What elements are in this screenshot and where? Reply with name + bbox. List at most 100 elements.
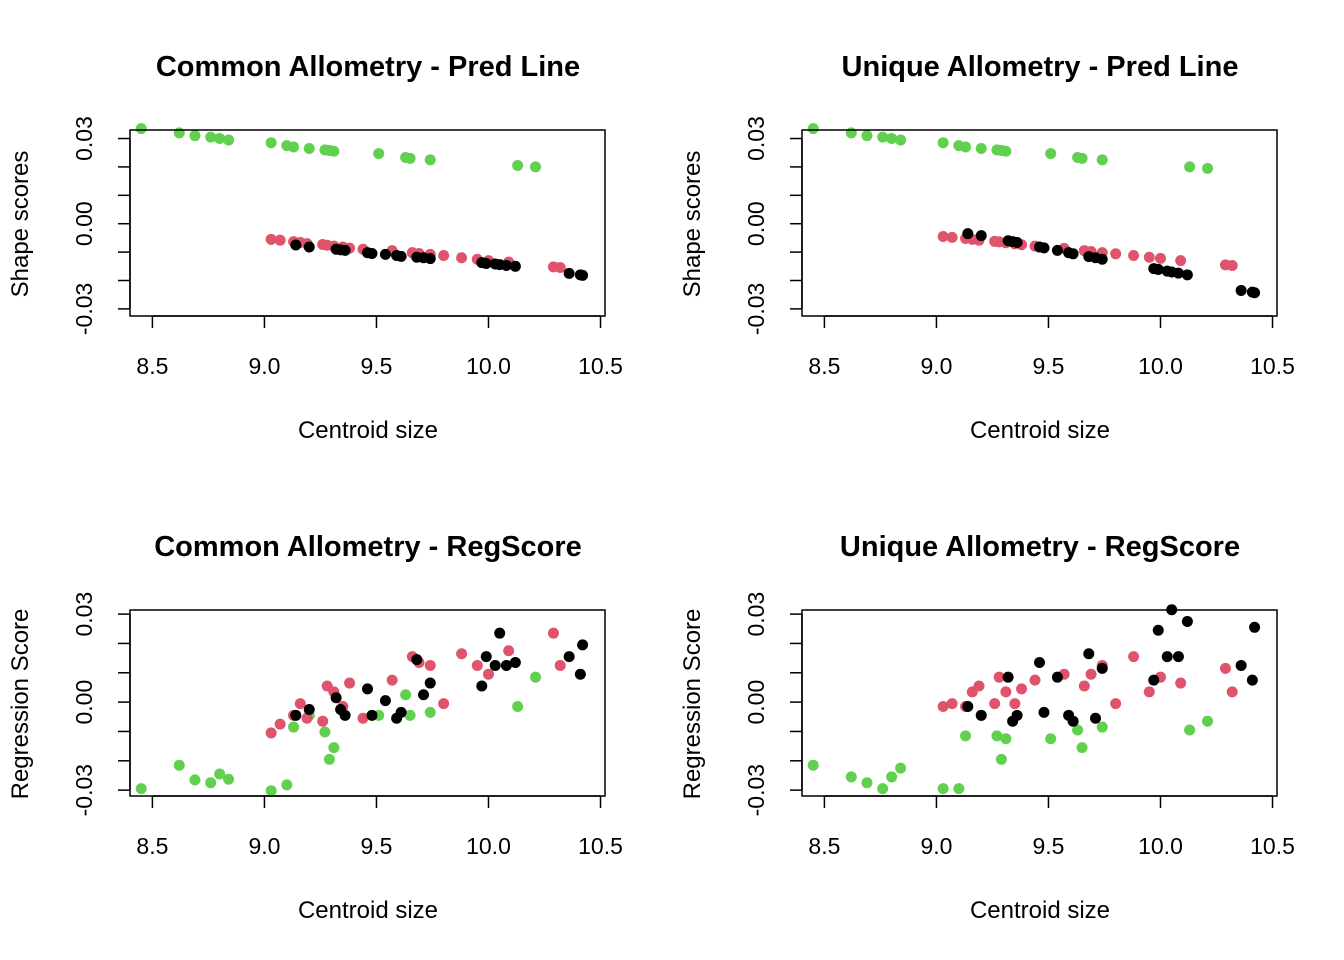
data-point (274, 718, 286, 730)
data-point (1000, 733, 1012, 745)
data-point (554, 659, 566, 671)
x-tick-label: 10.0 (1138, 833, 1183, 859)
data-point (1034, 657, 1045, 669)
data-point (404, 709, 416, 721)
data-point (424, 659, 436, 671)
data-point (290, 709, 302, 721)
x-tick-label: 10.5 (578, 833, 623, 859)
x-tick-label: 10.5 (1250, 353, 1295, 379)
data-point (1154, 252, 1166, 264)
panel-unique-regscore: Unique Allometry - RegScore Centroid siz… (679, 531, 1295, 924)
data-point (1096, 154, 1108, 166)
y-tick-label: -0.03 (71, 283, 97, 335)
data-point (960, 141, 972, 153)
data-point (411, 654, 423, 666)
x-tick-label: 10.0 (466, 353, 511, 379)
data-point (357, 712, 369, 724)
data-point (1009, 698, 1021, 710)
data-point (975, 142, 987, 154)
data-point (946, 698, 958, 710)
data-point (214, 768, 226, 780)
data-point (438, 250, 450, 262)
data-point (895, 762, 907, 774)
data-point (344, 677, 356, 689)
x-tick-label: 8.5 (136, 833, 168, 859)
data-point (424, 706, 436, 718)
plot-frame (801, 609, 1278, 797)
data-point (1202, 162, 1214, 174)
data-point (995, 753, 1007, 765)
data-point (205, 777, 217, 789)
data-point (1181, 615, 1193, 627)
x-axis-label: Centroid size (970, 897, 1110, 924)
data-point (1152, 263, 1164, 275)
data-point (1038, 706, 1050, 718)
x-tick-label: 9.0 (920, 353, 952, 379)
data-point (301, 712, 313, 724)
data-point (1076, 152, 1088, 164)
axis-ticks: 8.5 9.0 9.5 10.0 10.5 -0.03 0.00 0.03 (71, 592, 623, 859)
y-axis-label: Shape scores (679, 151, 706, 298)
data-point (362, 683, 373, 695)
data-point (962, 701, 974, 713)
data-point (303, 142, 315, 154)
data-point (303, 703, 315, 715)
data-point (554, 261, 566, 273)
y-axis-label: Regression Score (7, 609, 34, 800)
data-point (975, 709, 987, 721)
data-point (294, 698, 306, 710)
data-point (563, 651, 575, 663)
data-point (317, 715, 329, 727)
data-point (937, 230, 949, 242)
data-point (877, 131, 889, 143)
data-point (886, 771, 898, 783)
y-tick-label: 0.03 (71, 592, 97, 637)
data-point (807, 759, 819, 771)
data-point (937, 137, 949, 149)
data-point (1045, 733, 1057, 745)
data-point (1226, 259, 1238, 271)
data-point (1045, 148, 1057, 160)
data-point (993, 671, 1005, 683)
data-point (1011, 709, 1023, 721)
x-tick-label: 9.5 (1032, 353, 1064, 379)
data-point (1096, 662, 1108, 674)
x-tick-label: 9.0 (248, 353, 280, 379)
x-tick-label: 8.5 (136, 353, 168, 379)
data-point (404, 152, 416, 164)
x-tick-label: 8.5 (808, 833, 840, 859)
data-point (1143, 251, 1155, 263)
data-point (1067, 715, 1079, 727)
data-points (807, 123, 1261, 299)
data-point (989, 698, 1001, 710)
data-point (274, 234, 286, 246)
x-tick-label: 9.0 (248, 833, 280, 859)
data-point (1078, 680, 1090, 692)
data-point (1249, 287, 1261, 299)
data-point (1096, 721, 1108, 733)
data-points (135, 123, 589, 281)
data-point (323, 753, 335, 765)
data-point (424, 253, 436, 265)
y-tick-label: 0.03 (743, 592, 769, 637)
data-point (379, 248, 391, 260)
data-point (1128, 651, 1140, 663)
data-point (265, 233, 277, 245)
y-tick-label: 0.00 (743, 201, 769, 246)
data-point (1184, 724, 1196, 736)
data-point (456, 648, 468, 660)
plot-frame (801, 129, 1278, 317)
data-point (438, 698, 450, 710)
data-point (480, 651, 492, 663)
data-point (290, 239, 302, 251)
y-tick-label: 0.00 (743, 680, 769, 725)
data-point (530, 161, 542, 173)
plot-frame (129, 129, 606, 317)
data-point (861, 777, 873, 789)
data-point (1148, 674, 1160, 686)
data-point (1226, 686, 1238, 698)
data-point (547, 627, 559, 639)
data-point (1029, 674, 1041, 686)
axis-ticks: 8.5 9.0 9.5 10.0 10.5 -0.03 0.00 0.03 (743, 592, 1295, 859)
data-point (476, 680, 488, 692)
